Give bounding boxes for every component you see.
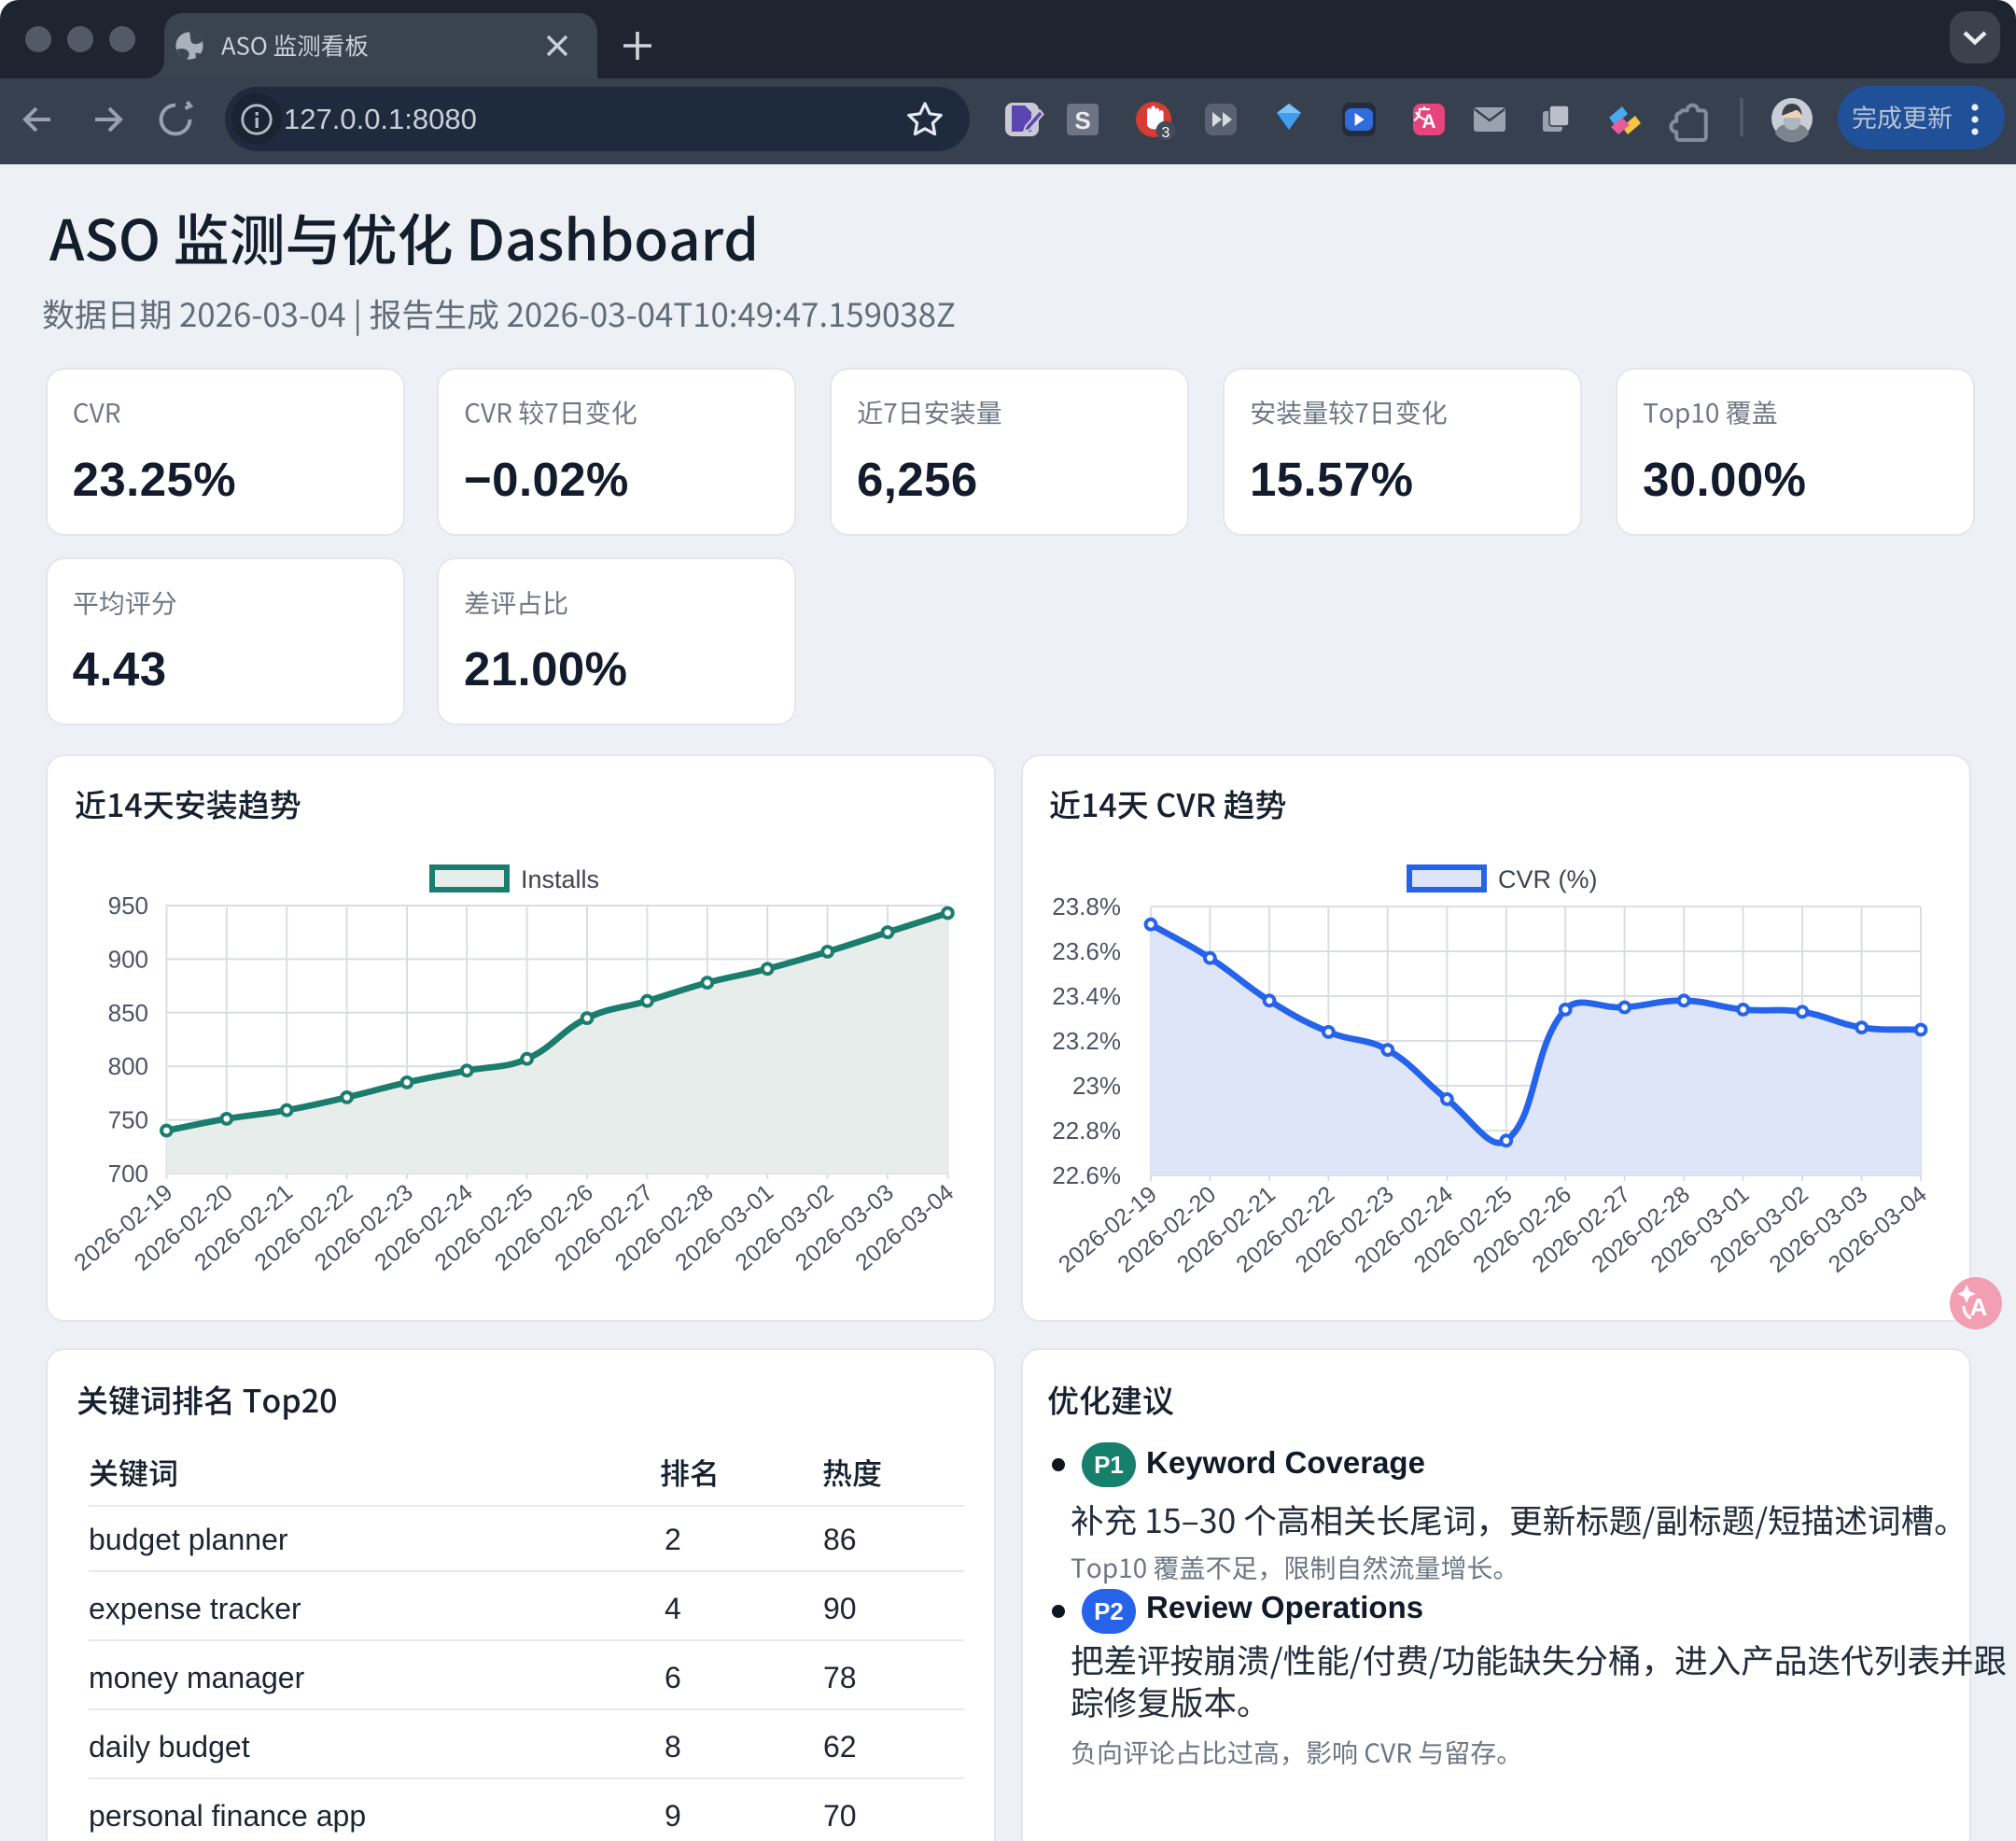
svg-text:950: 950: [107, 892, 147, 920]
svg-text:750: 750: [107, 1106, 147, 1134]
svg-text:3: 3: [1162, 125, 1170, 141]
svg-text:A: A: [1970, 1293, 1988, 1321]
svg-text:S: S: [1074, 106, 1090, 134]
svg-text:22.6%: 22.6%: [1052, 1161, 1121, 1189]
svg-text:23.6%: 23.6%: [1052, 937, 1121, 965]
svg-text:850: 850: [107, 999, 147, 1027]
svg-text:800: 800: [107, 1052, 147, 1080]
svg-text:22.8%: 22.8%: [1052, 1117, 1121, 1145]
svg-text:127.0.0.1:8080: 127.0.0.1:8080: [284, 103, 477, 135]
svg-text:23%: 23%: [1072, 1072, 1121, 1100]
svg-text:23.2%: 23.2%: [1052, 1027, 1121, 1055]
svg-text:23.4%: 23.4%: [1052, 982, 1121, 1010]
svg-text:23.8%: 23.8%: [1052, 892, 1121, 920]
svg-text:700: 700: [107, 1159, 147, 1188]
svg-text:900: 900: [107, 945, 147, 973]
svg-text:A: A: [1421, 111, 1435, 133]
